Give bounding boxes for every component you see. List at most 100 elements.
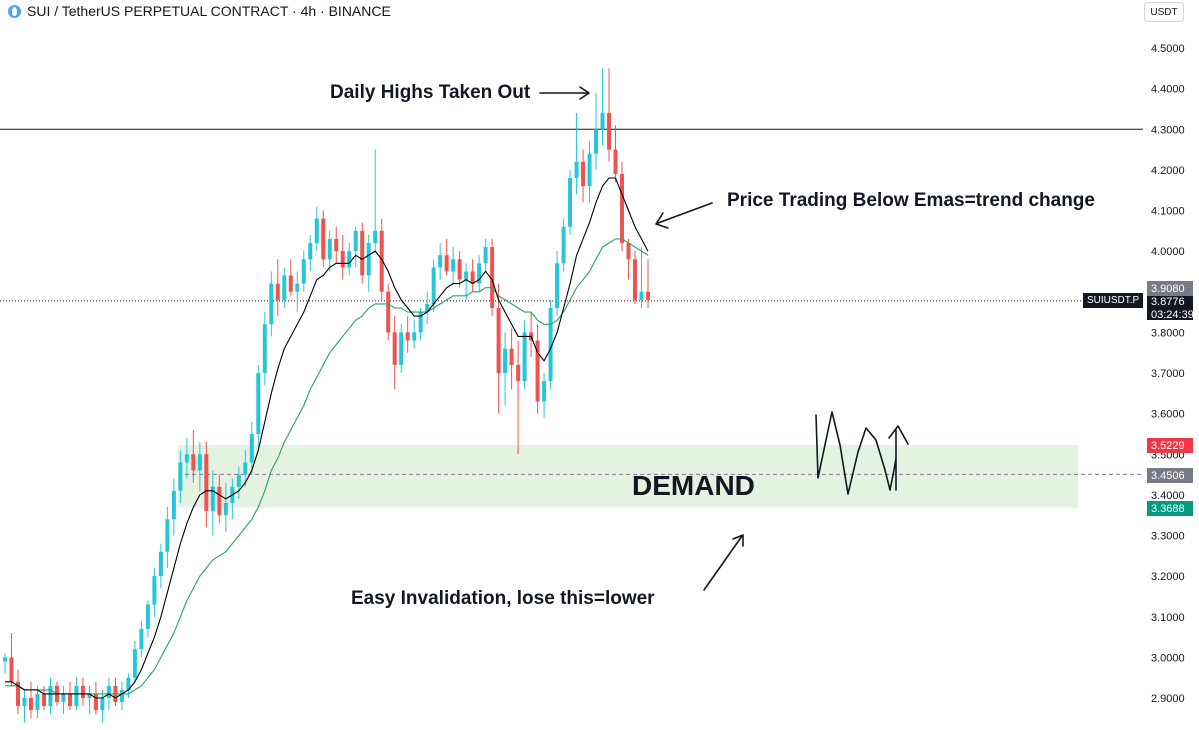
arrow-icon xyxy=(655,202,713,229)
price-tag-zone-bottom: 3.3688 xyxy=(1147,501,1193,516)
candle-body xyxy=(561,226,566,264)
candle-body xyxy=(587,153,592,187)
candle-body xyxy=(620,173,625,243)
candle-body xyxy=(74,685,79,707)
candle xyxy=(386,283,391,341)
candle xyxy=(457,251,462,288)
candle-body xyxy=(548,308,553,382)
candle-body xyxy=(22,698,27,707)
candle-body xyxy=(568,178,573,227)
candle xyxy=(236,466,241,499)
price-tick-label: 3.1000 xyxy=(1151,612,1185,624)
candle xyxy=(197,442,202,491)
candle-body xyxy=(379,230,384,292)
candle-body xyxy=(67,693,72,707)
candle-body xyxy=(340,251,345,268)
candle-body xyxy=(483,247,488,264)
candle xyxy=(334,226,339,264)
candle xyxy=(48,677,53,715)
candle-body xyxy=(249,433,254,463)
candle-body xyxy=(503,348,508,373)
candle-body xyxy=(347,251,352,268)
candle-body xyxy=(321,218,326,260)
candle xyxy=(535,324,540,414)
candle xyxy=(503,332,508,406)
candle-body xyxy=(308,243,313,260)
candle-body xyxy=(392,332,397,365)
candle xyxy=(639,247,644,308)
candle-body xyxy=(145,604,150,629)
candle-body xyxy=(100,698,105,711)
candle-body xyxy=(607,113,612,150)
candle-body xyxy=(327,238,332,260)
candle xyxy=(509,328,514,390)
candle xyxy=(555,251,560,317)
candle xyxy=(490,238,495,317)
candle xyxy=(210,470,215,536)
price-tick-label: 3.2000 xyxy=(1151,571,1185,583)
candle xyxy=(477,255,482,292)
candle xyxy=(275,259,280,317)
candle xyxy=(607,68,612,162)
candle-body xyxy=(80,685,85,698)
ema-fast-line xyxy=(5,177,649,699)
candle-body xyxy=(217,486,222,516)
price-tag-zone-top: 3.5229 xyxy=(1147,438,1193,453)
candle xyxy=(366,234,371,292)
price-tick-label: 3.4000 xyxy=(1151,490,1185,502)
candle xyxy=(282,267,287,308)
price-tick-label: 3.6000 xyxy=(1151,409,1185,421)
candle-body xyxy=(366,243,371,276)
candle-body xyxy=(626,243,631,260)
candle xyxy=(620,161,625,252)
candle xyxy=(314,206,319,252)
candle-body xyxy=(288,275,293,292)
candle-body xyxy=(314,218,319,243)
candle-body xyxy=(28,698,33,711)
bar-countdown: 03:24:39 xyxy=(1151,309,1194,321)
chart-header: SUI / TetherUS PERPETUAL CONTRACT · 4h ·… xyxy=(8,3,391,19)
annotation-ema-note: Price Trading Below Emas=trend change xyxy=(727,190,1095,211)
candle xyxy=(67,681,72,711)
candle xyxy=(418,308,423,341)
candle-body xyxy=(353,230,358,252)
candle xyxy=(633,251,638,304)
candle xyxy=(3,653,7,674)
candle-body xyxy=(184,454,189,463)
candle-body xyxy=(301,259,306,284)
candle-body xyxy=(93,693,98,711)
candle xyxy=(399,324,404,373)
price-tick-label: 2.9000 xyxy=(1151,693,1185,705)
candle-body xyxy=(600,113,605,130)
candle-body xyxy=(236,474,241,487)
candle xyxy=(308,234,313,272)
candle xyxy=(646,259,650,308)
sui-logo-icon xyxy=(8,4,21,18)
candle-body xyxy=(87,693,92,698)
candle xyxy=(100,689,105,723)
price-tick-label: 4.0000 xyxy=(1151,246,1185,258)
demand-zone xyxy=(178,444,1078,508)
candles xyxy=(3,68,650,723)
candle xyxy=(405,316,410,353)
arrow-icon xyxy=(703,534,744,591)
price-tick-label: 3.3000 xyxy=(1151,531,1185,543)
last-price-value: 3.8776 xyxy=(1151,296,1185,308)
last-price-box: 3.8776 03:24:39 xyxy=(1147,296,1194,321)
candle-body xyxy=(158,551,163,577)
currency-button[interactable]: USDT xyxy=(1144,2,1184,22)
candle xyxy=(243,450,248,487)
candle xyxy=(15,669,20,715)
candle-body xyxy=(197,454,202,471)
candle-body xyxy=(418,312,423,333)
price-tag-zone-mid: 3.4506 xyxy=(1147,468,1193,483)
candle-body xyxy=(139,628,144,650)
candle-body xyxy=(386,291,391,333)
candle xyxy=(165,507,170,568)
candle-body xyxy=(444,255,449,272)
candle-body xyxy=(594,129,599,154)
candle xyxy=(568,169,573,235)
candle-body xyxy=(477,263,482,284)
candle-body xyxy=(490,247,495,308)
